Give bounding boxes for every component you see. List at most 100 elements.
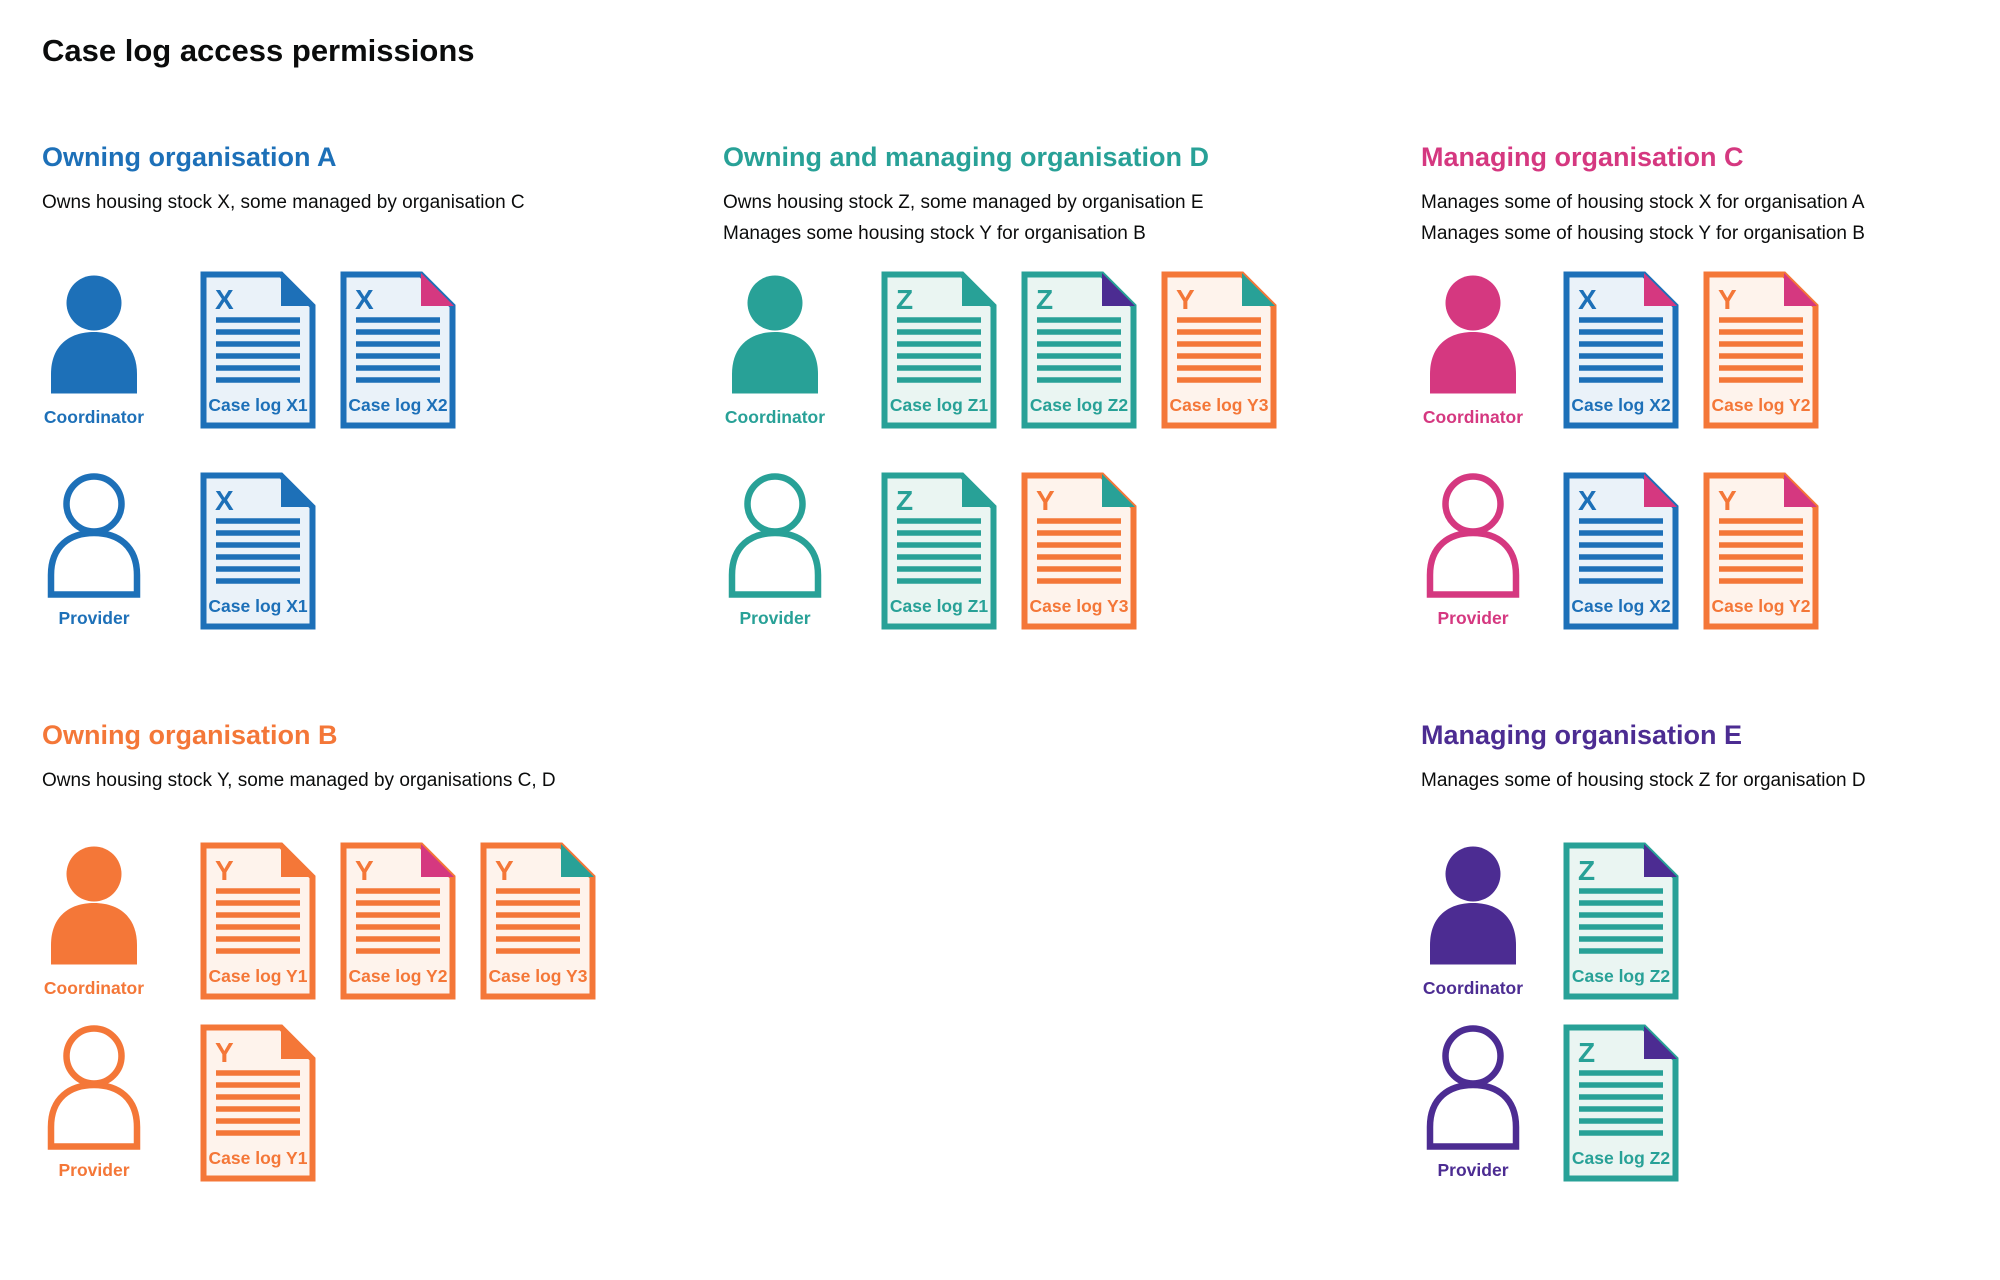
case-log-doc: Z Case log Z2 [1021, 271, 1137, 429]
provider-figure: Provider [723, 472, 827, 629]
case-log-label: Case log X2 [1571, 395, 1671, 415]
folded-corner-icon [281, 273, 314, 306]
stock-letter: X [1578, 284, 1597, 315]
document-text-lines [1719, 317, 1803, 383]
case-log-document-icon: Y [200, 842, 316, 1000]
case-log-doc: Y Case log Y2 [1703, 472, 1819, 630]
case-log-document-icon: Y [340, 842, 456, 1000]
document-page [881, 472, 997, 630]
person-head [1442, 473, 1504, 535]
provider-person-icon [728, 473, 822, 598]
case-log-doc: X Case log X1 [200, 472, 316, 630]
org-title: Owning organisation A [42, 142, 337, 172]
person-head [1445, 846, 1501, 902]
person-role-label: Coordinator [1422, 407, 1524, 427]
case-log-doc: X Case log X2 [1563, 271, 1679, 429]
person-head [747, 275, 803, 331]
coordinator-figure: Coordinator [1421, 271, 1525, 428]
person-body [47, 1081, 141, 1150]
stock-letter: X [215, 485, 234, 516]
case-log-document-icon: Z [1563, 1024, 1679, 1182]
document-page [1021, 472, 1137, 630]
person-head [744, 473, 806, 535]
person-body [1426, 529, 1520, 598]
case-log-doc: Y Case log Y1 [200, 842, 316, 1000]
document-page [340, 271, 456, 429]
document-text-lines [496, 888, 580, 954]
page-title: Case log access permissions [42, 33, 475, 68]
folded-corner-icon [281, 474, 314, 507]
case-log-label: Case log Y2 [1711, 395, 1811, 415]
case-log-document-icon: Y [1161, 271, 1277, 429]
coordinator-row: Coordinator X Case log X1 X Case log X2 [42, 271, 480, 429]
case-log-document-icon: Y [480, 842, 596, 1000]
folded-corner-icon [962, 474, 995, 507]
document-text-lines [1037, 317, 1121, 383]
coordinator-person-icon [51, 275, 137, 394]
person-role-label: Coordinator [43, 407, 145, 427]
person-body [47, 529, 141, 598]
provider-figure: Provider [1421, 1024, 1525, 1181]
document-page [1021, 271, 1137, 429]
document-page [340, 842, 456, 1000]
folded-corner-icon [962, 273, 995, 306]
case-log-doc: X Case log X2 [1563, 472, 1679, 630]
provider-person-icon [1426, 473, 1520, 598]
folded-corner-icon [1784, 273, 1817, 306]
document-text-lines [216, 888, 300, 954]
person-role-label: Coordinator [43, 978, 145, 998]
folded-corner-icon [1102, 474, 1135, 507]
person-role-label: Provider [1437, 1160, 1509, 1180]
org-title: Owning organisation B [42, 720, 338, 750]
org-description-line: Manages some of housing stock X for orga… [1421, 192, 1865, 213]
document-page [200, 271, 316, 429]
org-description-line: Owns housing stock X, some managed by or… [42, 192, 525, 213]
document-text-lines [897, 317, 981, 383]
document-page [1703, 271, 1819, 429]
case-log-label: Case log Z2 [1029, 395, 1129, 415]
document-text-lines [1719, 518, 1803, 584]
folded-corner-icon [1242, 273, 1275, 306]
coordinator-person-icon [1430, 275, 1516, 394]
document-text-lines [897, 518, 981, 584]
org-section-c: Managing organisation C Manages some of … [1421, 141, 2000, 630]
folded-corner-icon [1102, 273, 1135, 306]
org-title: Managing organisation C [1421, 142, 1744, 172]
folded-corner-icon [1644, 474, 1677, 507]
folded-corner-icon [561, 844, 594, 877]
person-body [1430, 903, 1516, 965]
person-body [51, 903, 137, 965]
stock-letter: Y [1718, 284, 1737, 315]
provider-row: Provider Y Case log Y1 [42, 1024, 340, 1182]
case-log-document-icon: X [1563, 472, 1679, 630]
org-description-line: Owns housing stock Z, some managed by or… [723, 192, 1204, 213]
case-log-doc: Y Case log Y2 [1703, 271, 1819, 429]
person-head [63, 473, 125, 535]
case-log-label: Case log Z2 [1571, 966, 1671, 986]
person-role-label: Provider [739, 608, 811, 628]
provider-person-icon [47, 473, 141, 598]
person-body [1426, 1081, 1520, 1150]
case-log-label: Case log Y1 [208, 1148, 308, 1168]
org-description-line: Manages some of housing stock Z for orga… [1421, 770, 1866, 791]
provider-figure: Provider [42, 472, 146, 629]
case-log-doc: Z Case log Z2 [1563, 1024, 1679, 1182]
case-log-label: Case log X1 [208, 395, 308, 415]
case-log-document-icon: Z [881, 472, 997, 630]
case-log-label: Case log Y3 [1029, 596, 1129, 616]
document-page [1563, 472, 1679, 630]
org-section-a: Owning organisation A Owns housing stock… [42, 141, 722, 630]
person-role-label: Provider [1437, 608, 1509, 628]
person-body [732, 332, 818, 394]
case-log-label: Case log Z1 [889, 395, 989, 415]
folded-corner-icon [281, 1026, 314, 1059]
case-log-doc: Z Case log Z1 [881, 472, 997, 630]
person-head [1445, 275, 1501, 331]
org-description-line: Manages some housing stock Y for organis… [723, 223, 1146, 244]
document-text-lines [1037, 518, 1121, 584]
case-log-document-icon: X [200, 472, 316, 630]
provider-row: Provider X Case log X2 Y Case log Y2 [1421, 472, 1843, 630]
document-page [1563, 842, 1679, 1000]
case-log-document-icon: Y [1703, 271, 1819, 429]
